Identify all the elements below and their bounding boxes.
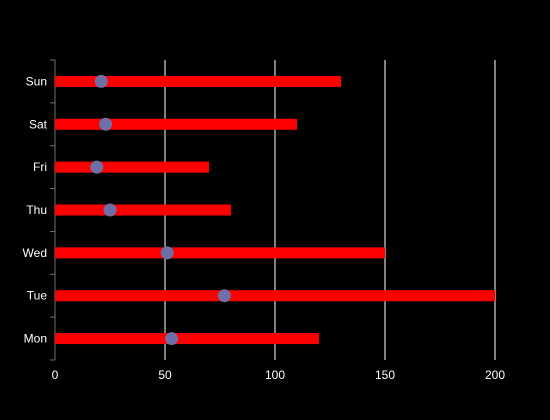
x-tick-labels: 0 50 100 150 200 [52, 368, 506, 382]
marker-sun [94, 74, 108, 88]
marker-wed [160, 246, 174, 260]
y-tick-label-sun: Sun [26, 74, 47, 88]
y-tick-label-fri: Fri [33, 160, 47, 174]
bars [55, 75, 495, 345]
marker-tue [217, 289, 231, 303]
y-tick-label-sat: Sat [29, 117, 48, 131]
markers [90, 74, 231, 346]
x-tick-label-50: 50 [158, 368, 172, 382]
bar-mon [55, 333, 319, 345]
y-tick-label-mon: Mon [24, 332, 47, 346]
y-tick-label-thu: Thu [26, 203, 47, 217]
marker-mon [165, 332, 179, 346]
bar-fri [55, 161, 209, 173]
y-tick-labels: Mon Tue Wed Thu Fri Sat Sun [23, 74, 48, 345]
bar-thu [55, 204, 231, 216]
bar-tue [55, 290, 495, 302]
marker-thu [103, 203, 117, 217]
bar-wed [55, 247, 385, 259]
x-tick-label-200: 200 [485, 368, 505, 382]
y-tick-label-wed: Wed [23, 246, 47, 260]
grid-lines [164, 60, 496, 360]
bar-sun [55, 75, 341, 87]
x-tick-label-100: 100 [265, 368, 285, 382]
marker-sat [99, 117, 113, 131]
bar-sat [55, 118, 297, 130]
marker-fri [90, 160, 104, 174]
x-tick-label-0: 0 [52, 368, 59, 382]
x-tick-label-150: 150 [375, 368, 395, 382]
y-tick-label-tue: Tue [27, 289, 48, 303]
